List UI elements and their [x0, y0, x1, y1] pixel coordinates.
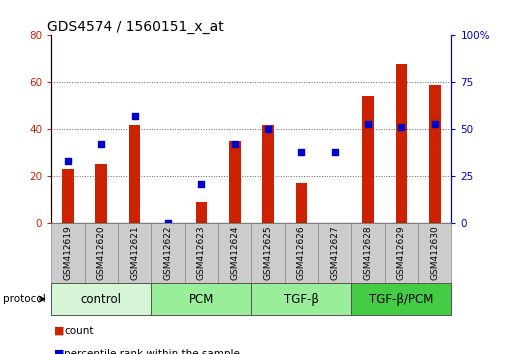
Point [264, 126, 272, 132]
Point [97, 141, 105, 147]
Bar [85, 223, 118, 283]
Point [197, 181, 205, 187]
Bar [295, 183, 307, 223]
Bar [151, 283, 251, 315]
Bar [118, 223, 151, 283]
Bar [251, 223, 285, 283]
Bar [351, 223, 385, 283]
Bar [262, 125, 274, 223]
Bar [285, 223, 318, 283]
Text: protocol: protocol [3, 294, 45, 304]
Text: GSM412620: GSM412620 [97, 226, 106, 280]
Text: ■: ■ [54, 326, 64, 336]
Text: TGF-β: TGF-β [284, 293, 319, 306]
Text: GSM412619: GSM412619 [64, 226, 72, 280]
Text: GDS4574 / 1560151_x_at: GDS4574 / 1560151_x_at [47, 21, 224, 34]
Point [164, 220, 172, 226]
Bar [418, 223, 451, 283]
Bar [218, 223, 251, 283]
Bar [195, 202, 207, 223]
Bar [129, 125, 141, 223]
Bar [429, 85, 441, 223]
Bar [62, 169, 74, 223]
Text: TGF-β/PCM: TGF-β/PCM [369, 293, 433, 306]
Point [230, 141, 239, 147]
Point [397, 125, 405, 130]
Bar [351, 283, 451, 315]
Point [297, 149, 305, 155]
Bar [185, 223, 218, 283]
Point [430, 121, 439, 126]
Text: GSM412630: GSM412630 [430, 226, 439, 280]
Bar [229, 141, 241, 223]
Bar [251, 283, 351, 315]
Text: GSM412624: GSM412624 [230, 226, 239, 280]
Text: GSM412623: GSM412623 [197, 226, 206, 280]
Bar [151, 223, 185, 283]
Text: count: count [64, 326, 94, 336]
Text: GSM412621: GSM412621 [130, 226, 139, 280]
Text: GSM412628: GSM412628 [364, 226, 372, 280]
Bar [385, 223, 418, 283]
Text: GSM412629: GSM412629 [397, 226, 406, 280]
Text: GSM412625: GSM412625 [264, 226, 272, 280]
Text: PCM: PCM [189, 293, 214, 306]
Text: GSM412622: GSM412622 [164, 226, 172, 280]
Bar [95, 164, 107, 223]
Text: GSM412626: GSM412626 [297, 226, 306, 280]
Point [364, 121, 372, 126]
Bar [362, 96, 374, 223]
Bar [51, 223, 85, 283]
Text: GSM412627: GSM412627 [330, 226, 339, 280]
Bar [396, 64, 407, 223]
Point [64, 158, 72, 164]
Point [330, 149, 339, 155]
Text: ■: ■ [54, 349, 64, 354]
Text: percentile rank within the sample: percentile rank within the sample [64, 349, 240, 354]
Bar [51, 283, 151, 315]
Bar [318, 223, 351, 283]
Point [130, 113, 139, 119]
Text: control: control [81, 293, 122, 306]
